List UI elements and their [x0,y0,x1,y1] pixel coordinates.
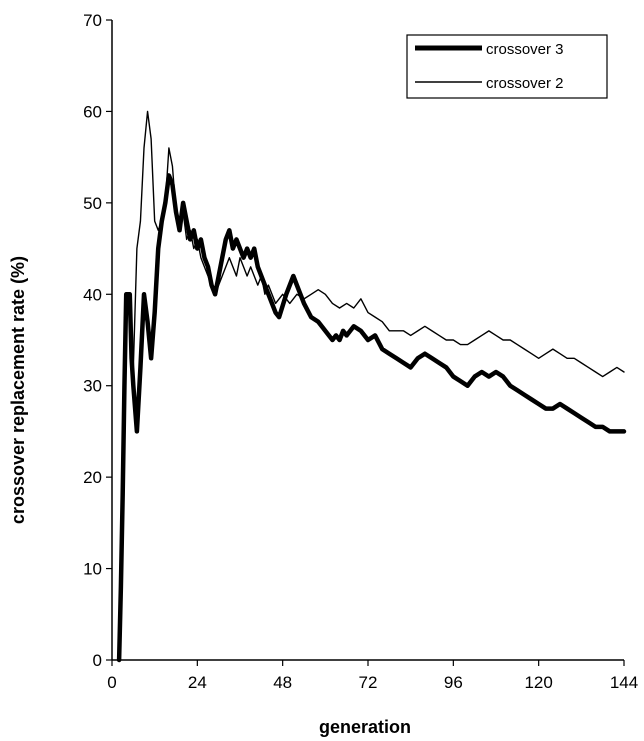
x-tick-label: 144 [610,673,638,692]
x-axis-ticks: 0 24 48 72 96 120 144 [107,660,638,692]
x-tick-label: 96 [444,673,463,692]
x-tick-label: 120 [524,673,552,692]
x-tick-label: 0 [107,673,116,692]
y-tick-label: 0 [93,651,102,670]
y-tick-label: 20 [83,468,102,487]
y-axis-ticks: 0 10 20 30 40 50 60 70 [83,11,112,670]
y-axis-title: crossover replacement rate (%) [8,256,28,524]
y-tick-label: 10 [83,560,102,579]
y-tick-label: 30 [83,377,102,396]
y-tick-label: 40 [83,285,102,304]
legend: crossover 3 crossover 2 [406,34,608,99]
y-tick-label: 60 [83,102,102,121]
legend-label-crossover-3: crossover 3 [486,41,564,58]
series-group [116,110,627,663]
x-tick-label: 24 [188,673,207,692]
y-tick-label: 50 [83,194,102,213]
x-tick-label: 72 [359,673,378,692]
x-tick-label: 48 [273,673,292,692]
legend-label-crossover-2: crossover 2 [486,75,564,92]
series-line-crossover-2 [118,110,625,661]
x-axis-title: generation [319,717,411,737]
series-line-crossover-3 [116,173,627,663]
legend-box [406,34,608,99]
y-tick-label: 70 [83,11,102,30]
